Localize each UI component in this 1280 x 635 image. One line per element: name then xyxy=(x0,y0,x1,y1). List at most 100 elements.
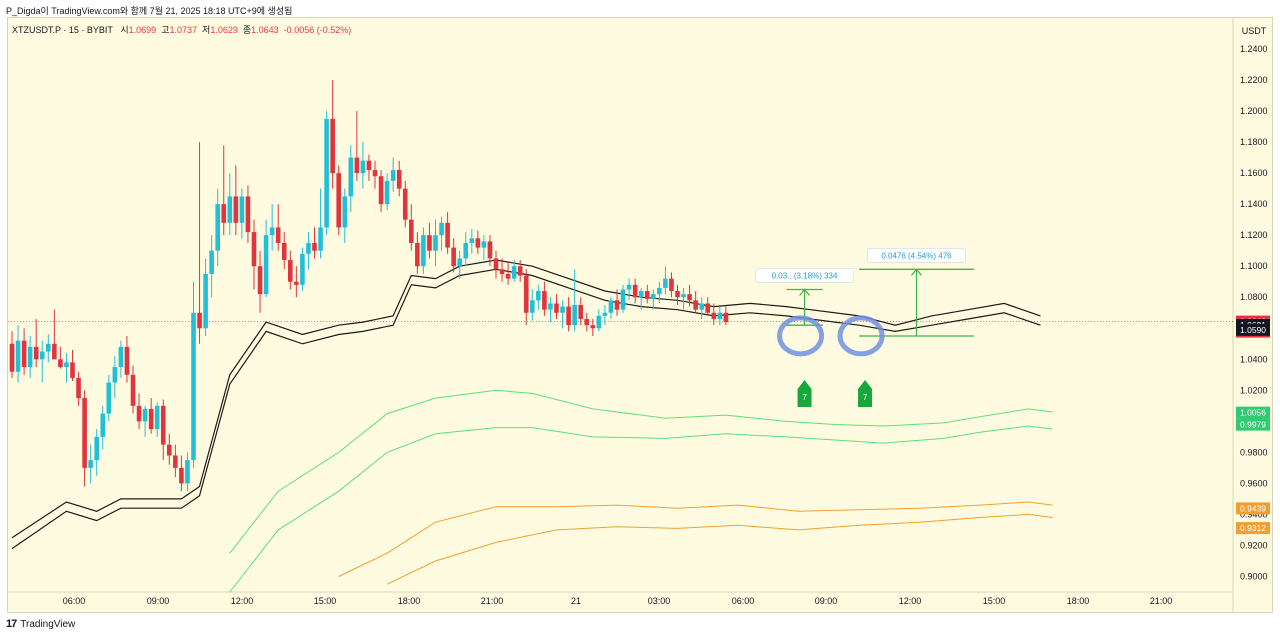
candle-body xyxy=(64,362,69,368)
candle-body xyxy=(384,180,390,205)
x-tick-label: 09:00 xyxy=(147,596,170,606)
price-axis-badge xyxy=(1236,323,1270,336)
price-axis-badge-text: 0.9312 xyxy=(1240,523,1266,533)
candle-body xyxy=(318,227,323,251)
candle-body xyxy=(148,408,154,430)
candle-body xyxy=(548,303,553,310)
candle-body xyxy=(657,287,662,295)
candle-body xyxy=(693,300,698,310)
candle-body xyxy=(566,306,571,326)
candle-body xyxy=(644,291,650,299)
candle-body xyxy=(124,346,130,375)
candle-body xyxy=(130,374,136,406)
band-orange-lower xyxy=(386,513,1053,585)
candle-body xyxy=(227,196,233,223)
low-label: 저 xyxy=(202,25,211,35)
candle-body xyxy=(638,291,644,298)
open-label: 시 xyxy=(120,25,129,35)
candle-body xyxy=(348,157,354,197)
candle-body xyxy=(626,284,632,290)
candle-body xyxy=(481,241,487,248)
candle-body xyxy=(52,343,57,360)
candle-body xyxy=(118,346,124,368)
candle-body xyxy=(499,269,505,274)
candle-body xyxy=(294,281,299,285)
x-tick-label: 12:00 xyxy=(899,596,922,606)
highlight-circle xyxy=(777,315,825,357)
x-tick-label: 15:00 xyxy=(983,596,1006,606)
footer-brand[interactable]: TradingView xyxy=(20,618,76,630)
candle-body xyxy=(154,405,160,430)
candle-body xyxy=(596,315,602,329)
band-green-lower xyxy=(229,425,1053,593)
candle-body xyxy=(663,278,668,288)
candle-body xyxy=(173,455,178,468)
candle-body xyxy=(324,118,329,228)
candle-body xyxy=(554,303,559,313)
candle-body xyxy=(487,241,493,259)
candle-body xyxy=(620,289,626,310)
candle-body xyxy=(536,291,541,301)
measure-label: 0.03.. (3.18%) 334 xyxy=(772,271,838,280)
candle-body xyxy=(711,312,717,319)
candle-body xyxy=(257,266,263,295)
x-tick-label: 09:00 xyxy=(815,596,838,606)
candle-body xyxy=(457,258,462,267)
candle-body xyxy=(651,294,656,299)
x-tick-label: 15:00 xyxy=(314,596,337,606)
candle-body xyxy=(681,294,686,298)
candle-body xyxy=(312,242,317,251)
chart-pane[interactable] xyxy=(7,17,1273,613)
candle-body xyxy=(275,227,281,243)
y-tick-label: 1.0200 xyxy=(1240,385,1268,395)
candle-body xyxy=(366,160,372,171)
candle-body xyxy=(167,444,172,456)
candle-body xyxy=(445,222,450,248)
candle-body xyxy=(336,173,341,228)
x-tick-label: 21 xyxy=(571,596,581,606)
candle-body xyxy=(505,273,511,279)
candle-body xyxy=(300,253,305,285)
symbol-info: XTZUSDT.P · 15 · BYBIT 시1.0699 고1.0737 저… xyxy=(12,23,351,36)
candle-body xyxy=(396,170,402,189)
candle-body xyxy=(179,467,184,484)
candle-body xyxy=(602,312,608,316)
measure-arrow-head xyxy=(911,268,922,276)
price-axis-badge xyxy=(1236,502,1270,515)
candle-body xyxy=(608,300,614,313)
y-tick-label: 1.1000 xyxy=(1240,261,1268,271)
buy-signal-label: 7 xyxy=(802,393,807,402)
y-tick-label: 0.9400 xyxy=(1240,509,1268,519)
publish-line: P_Digda이 TradingView.com와 함께 7월 21, 2025… xyxy=(6,6,293,16)
candle-body xyxy=(251,232,257,267)
candle-body xyxy=(530,300,535,313)
y-tick-label: 1.1400 xyxy=(1240,199,1268,209)
candle-body xyxy=(191,312,196,461)
candle-body xyxy=(475,238,481,248)
candle-body xyxy=(572,305,577,326)
y-tick-label: 0.9200 xyxy=(1240,540,1268,550)
x-tick-label: 21:00 xyxy=(481,596,504,606)
publish-bar: P_Digda이 TradingView.com와 함께 7월 21, 2025… xyxy=(0,0,1280,17)
candle-body xyxy=(421,235,426,267)
price-axis-badge-text: 0.9439 xyxy=(1240,503,1266,513)
candle-body xyxy=(675,291,680,298)
candle-body xyxy=(288,260,293,282)
candle-body xyxy=(590,325,596,329)
symbol-ticker[interactable]: XTZUSDT.P · 15 · BYBIT xyxy=(12,25,113,35)
candle-body xyxy=(354,157,360,174)
candle-body xyxy=(239,196,245,223)
candle-body xyxy=(269,227,275,236)
candle-body xyxy=(560,306,565,313)
candle-body xyxy=(463,242,469,259)
candle-body xyxy=(687,294,692,301)
candle-body xyxy=(136,405,142,422)
x-tick-label: 12:00 xyxy=(231,596,254,606)
candle-body xyxy=(511,266,517,279)
candle-body xyxy=(94,436,99,461)
y-tick-label: 1.2000 xyxy=(1240,106,1268,116)
x-tick-label: 18:00 xyxy=(398,596,421,606)
tradingview-logo-icon: 17 xyxy=(6,618,17,630)
highlight-circle xyxy=(837,315,885,357)
